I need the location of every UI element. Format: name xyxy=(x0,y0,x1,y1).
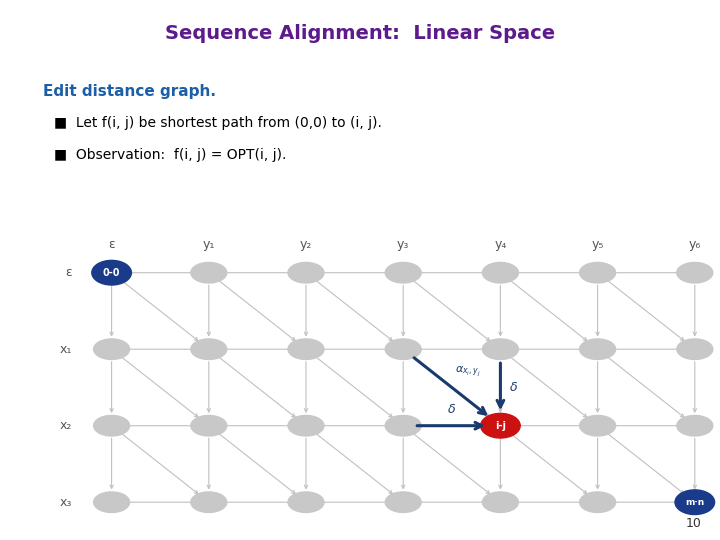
Ellipse shape xyxy=(385,339,421,360)
Ellipse shape xyxy=(94,339,130,360)
Ellipse shape xyxy=(191,339,227,360)
Text: 10: 10 xyxy=(686,517,702,530)
Ellipse shape xyxy=(580,339,616,360)
Text: ■  Observation:  f(i, j) = OPT(i, j).: ■ Observation: f(i, j) = OPT(i, j). xyxy=(54,148,287,163)
Ellipse shape xyxy=(191,492,227,512)
Ellipse shape xyxy=(94,492,130,512)
Text: y₂: y₂ xyxy=(300,238,312,251)
Ellipse shape xyxy=(481,414,520,438)
Ellipse shape xyxy=(91,260,132,285)
Text: ε: ε xyxy=(66,266,72,279)
Ellipse shape xyxy=(191,262,227,283)
Ellipse shape xyxy=(677,262,713,283)
Text: y₁: y₁ xyxy=(202,238,215,251)
Text: 0-0: 0-0 xyxy=(103,268,120,278)
Ellipse shape xyxy=(385,262,421,283)
Text: $\delta$: $\delta$ xyxy=(509,381,518,394)
Text: $\alpha_{x_i,y_j}$: $\alpha_{x_i,y_j}$ xyxy=(455,365,481,379)
Ellipse shape xyxy=(385,415,421,436)
Text: y₄: y₄ xyxy=(494,238,507,251)
Ellipse shape xyxy=(677,339,713,360)
Text: ε: ε xyxy=(108,238,115,251)
Ellipse shape xyxy=(482,415,518,436)
Ellipse shape xyxy=(677,415,713,436)
Ellipse shape xyxy=(482,492,518,512)
Text: Edit distance graph.: Edit distance graph. xyxy=(43,84,216,99)
Text: m·n: m·n xyxy=(685,498,704,507)
Ellipse shape xyxy=(94,262,130,283)
Ellipse shape xyxy=(288,415,324,436)
Ellipse shape xyxy=(94,415,130,436)
Text: i-j: i-j xyxy=(495,421,506,431)
Ellipse shape xyxy=(677,492,713,512)
Ellipse shape xyxy=(191,415,227,436)
Text: y₃: y₃ xyxy=(397,238,410,251)
Ellipse shape xyxy=(580,262,616,283)
Text: Sequence Alignment:  Linear Space: Sequence Alignment: Linear Space xyxy=(165,24,555,43)
Text: y₅: y₅ xyxy=(591,238,604,251)
Ellipse shape xyxy=(482,339,518,360)
Text: x₂: x₂ xyxy=(60,419,72,432)
Text: $\delta$: $\delta$ xyxy=(447,403,456,416)
Ellipse shape xyxy=(385,492,421,512)
Ellipse shape xyxy=(288,339,324,360)
Ellipse shape xyxy=(482,262,518,283)
Text: x₁: x₁ xyxy=(60,343,72,356)
Ellipse shape xyxy=(288,262,324,283)
Text: ■  Let f(i, j) be shortest path from (0,0) to (i, j).: ■ Let f(i, j) be shortest path from (0,0… xyxy=(54,116,382,130)
Ellipse shape xyxy=(288,492,324,512)
Ellipse shape xyxy=(580,492,616,512)
Text: x₃: x₃ xyxy=(60,496,72,509)
Ellipse shape xyxy=(675,490,714,515)
Ellipse shape xyxy=(580,415,616,436)
Text: y₆: y₆ xyxy=(688,238,701,251)
